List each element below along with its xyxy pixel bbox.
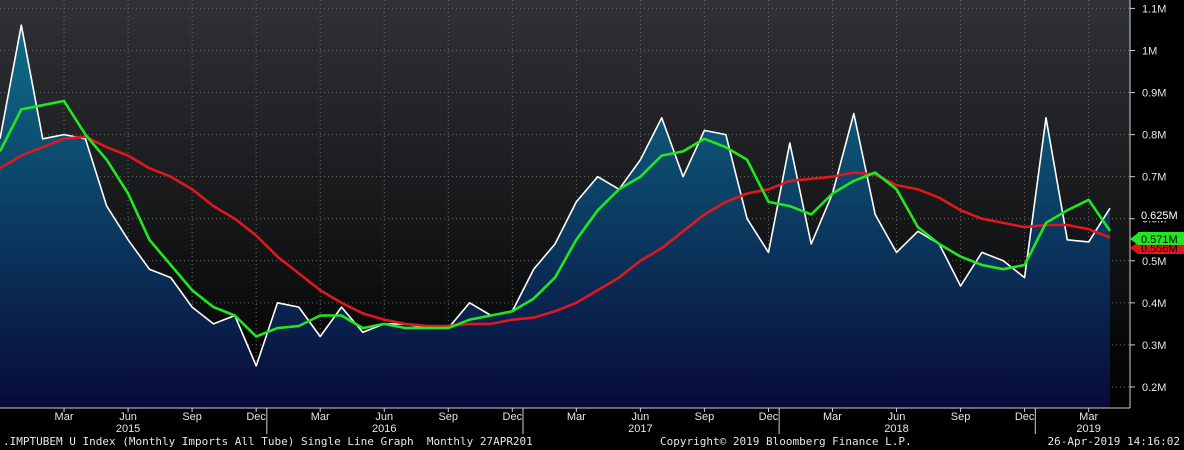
- x-tick-label: Sep: [182, 411, 202, 423]
- y-tick-label: 0.7M: [1142, 172, 1166, 184]
- last-value-label-green: 0.571M: [1141, 234, 1178, 246]
- y-tick-label: 1M: [1142, 45, 1157, 57]
- x-tick-label: Jun: [888, 411, 906, 423]
- last-value-label-white-pointer: [1130, 209, 1138, 221]
- x-tick-label: Jun: [375, 411, 393, 423]
- series-line-green: [0, 99, 1112, 338]
- x-year-label: 2017: [628, 423, 652, 434]
- x-tick-label: Jun: [632, 411, 650, 423]
- x-tick-label: Mar: [1079, 411, 1098, 423]
- last-value-label-white: 0.625M: [1141, 210, 1178, 222]
- y-tick-label: 0.4M: [1142, 298, 1166, 310]
- series-lines: [0, 24, 1112, 367]
- x-tick-label: Mar: [567, 411, 586, 423]
- x-tick-label: Dec: [759, 411, 779, 423]
- x-year-label: 2016: [372, 423, 396, 434]
- x-tick-label: Mar: [823, 411, 842, 423]
- x-tick-label: Dec: [246, 411, 266, 423]
- x-tick-label: Dec: [1015, 411, 1035, 423]
- x-tick-label: Mar: [311, 411, 330, 423]
- x-tick-label: Sep: [695, 411, 715, 423]
- y-tick-label: 0.9M: [1142, 88, 1166, 100]
- last-value-label-white-bg: [1138, 208, 1184, 221]
- x-tick-label: Sep: [438, 411, 458, 423]
- x-tick-label: Dec: [503, 411, 523, 423]
- x-year-label: 2015: [116, 423, 140, 434]
- last-value-label-green-bg: [1138, 232, 1184, 245]
- x-tick-label: Sep: [951, 411, 971, 423]
- y-tick-label: 0.2M: [1142, 382, 1166, 394]
- y-tick-label: 1.1M: [1142, 3, 1166, 15]
- series-line-white: [0, 24, 1111, 367]
- y-tick-label: 0.5M: [1142, 256, 1166, 268]
- series-area: [0, 25, 1110, 408]
- last-value-label-red-pointer: [1130, 242, 1138, 254]
- footer-ticker-description: .IMPTUBEM U Index (Monthly Imports All T…: [3, 435, 533, 448]
- footer-timestamp: 26-Apr-2019 14:16:02: [1047, 435, 1180, 448]
- series-line-red: [0, 135, 1111, 328]
- y-tick-label: 0.3M: [1142, 340, 1166, 352]
- last-value-label-red: 0.556M: [1141, 243, 1178, 255]
- footer-bar: .IMPTUBEM U Index (Monthly Imports All T…: [0, 434, 1184, 450]
- x-tick-label: Mar: [55, 411, 74, 423]
- footer-copyright: Copyright© 2019 Bloomberg Finance L.P.: [660, 435, 912, 448]
- last-value-label-green-pointer: [1130, 233, 1138, 245]
- x-year-label: 2019: [1076, 423, 1100, 434]
- x-tick-label: Jun: [119, 411, 137, 423]
- y-tick-label: 0.8M: [1142, 130, 1166, 142]
- x-year-label: 2018: [884, 423, 908, 434]
